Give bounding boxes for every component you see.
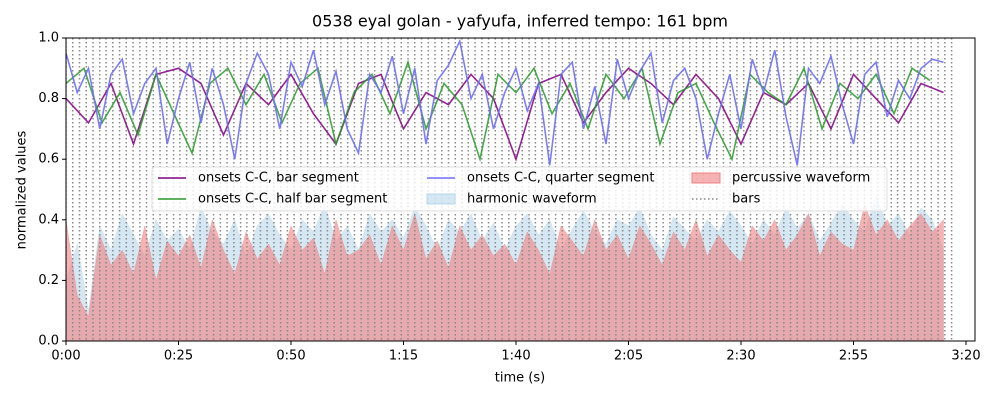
y-tick-label: 0.4 [38,212,59,227]
legend-label: onsets C-C, half bar segment [198,192,387,207]
onset-line [66,59,931,163]
legend-label: onsets C-C, quarter segment [467,171,654,186]
legend-label: harmonic waveform [467,192,597,207]
legend-label: onsets C-C, bar segment [198,171,359,186]
x-tick-label: 0:50 [276,349,305,364]
chart-title: 0538 eyal golan - yafyufa, inferred temp… [312,12,728,31]
legend: onsets C-C, bar segment onsets C-C, half … [151,166,888,212]
y-tick-label: 0.2 [38,273,59,288]
plot-frame [65,37,976,342]
legend-swatch [426,193,456,205]
y-tick-label: 0.0 [38,334,59,349]
legend-swatch [691,172,721,184]
x-tick-label: 0:25 [164,349,193,364]
legend-label: bars [732,192,761,207]
plot-area [66,38,953,341]
legend-label: percussive waveform [732,171,870,186]
y-tick-label: 0.6 [38,152,59,167]
y-axis-label: normalized values [15,130,30,249]
onset-line [66,38,944,166]
x-axis-label: time (s) [495,371,545,386]
x-tick-label: 2:55 [839,349,868,364]
x-tick-label: 1:15 [389,349,418,364]
x-tick-label: 2:30 [726,349,755,364]
x-tick-label: 0:00 [51,349,80,364]
onset-line [66,67,944,162]
y-tick-label: 0.8 [38,91,59,106]
y-tick-label: 1.0 [38,31,59,46]
x-tick-label: 2:05 [614,349,643,364]
x-tick-label: 3:20 [951,349,980,364]
x-tick-label: 1:40 [501,349,530,364]
